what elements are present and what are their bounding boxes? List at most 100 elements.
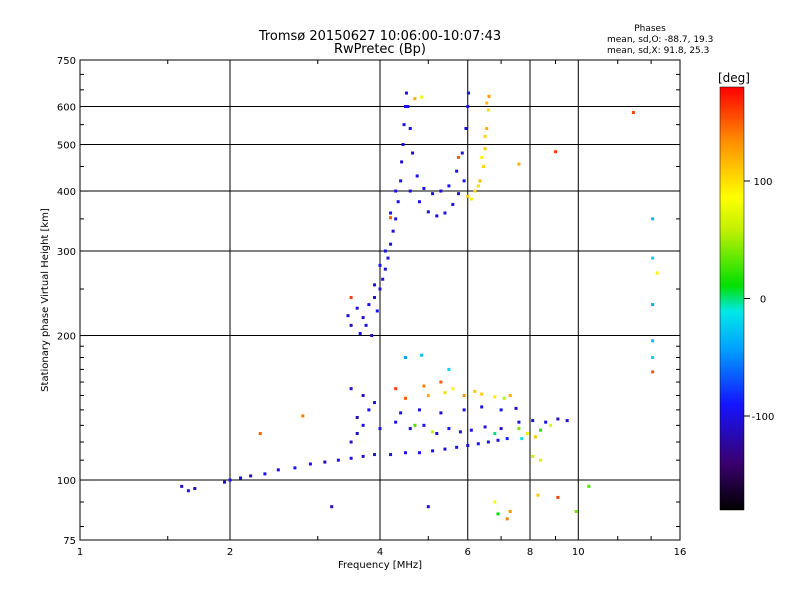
data-point [514, 406, 518, 410]
x-tick-label: 10 [572, 547, 585, 558]
data-point [473, 189, 477, 193]
data-point [361, 423, 365, 427]
data-point [408, 189, 412, 193]
data-point [533, 435, 537, 439]
data-point [420, 95, 424, 99]
data-point [502, 396, 506, 400]
data-point [426, 505, 430, 509]
data-point [358, 331, 362, 335]
data-point [447, 184, 451, 188]
data-point [239, 476, 243, 480]
data-point [370, 334, 374, 338]
data-point [223, 480, 227, 484]
colorbar-unit-label: [deg] [718, 71, 750, 85]
data-point [228, 478, 232, 482]
data-point [462, 408, 466, 412]
data-point [483, 147, 487, 151]
data-point [349, 387, 353, 391]
data-points [180, 91, 659, 521]
data-point [431, 430, 435, 434]
data-point [651, 256, 655, 260]
data-point [394, 189, 398, 193]
data-point [493, 395, 497, 399]
x-axis-label: Frequency [MHz] [338, 560, 422, 571]
data-point [520, 437, 524, 441]
data-point [422, 423, 426, 427]
data-point [349, 296, 353, 300]
data-point [483, 425, 487, 429]
data-point [483, 134, 487, 138]
data-point [411, 151, 415, 155]
data-point [485, 126, 489, 130]
data-point [517, 162, 521, 166]
data-point [383, 249, 387, 253]
data-point [355, 306, 359, 310]
colorbar-tick-label: 100 [753, 177, 772, 188]
data-point [544, 420, 548, 424]
data-point [462, 179, 466, 183]
chart-title: Tromsø 20150627 10:06:00-10:07:43 [258, 29, 501, 44]
chart-subtitle: RwPretec (Bp) [334, 42, 426, 57]
data-point [469, 197, 473, 201]
plot-frame [79, 59, 681, 541]
data-point [361, 394, 365, 398]
data-point [447, 427, 451, 431]
data-point [301, 414, 305, 418]
data-point [493, 432, 497, 436]
y-tick-label: 400 [57, 187, 76, 198]
data-point [367, 303, 371, 307]
data-point [443, 447, 447, 451]
data-point [404, 91, 408, 95]
data-point [462, 394, 466, 398]
data-point [487, 94, 491, 98]
data-point [539, 428, 543, 432]
data-point [473, 389, 477, 393]
data-point [505, 437, 509, 441]
data-point [431, 192, 435, 196]
data-point [391, 229, 395, 233]
data-point [378, 263, 382, 267]
data-point [394, 420, 398, 424]
data-point [505, 517, 509, 521]
data-point [480, 155, 484, 159]
data-point [443, 391, 447, 395]
data-point [399, 411, 403, 415]
x-tick-label: 6 [465, 547, 471, 558]
data-point [422, 186, 426, 190]
data-point [403, 451, 407, 455]
data-point [443, 211, 447, 215]
annotation-line-o: mean, sd,O: -88.7, 19.3 [607, 35, 713, 45]
data-point [417, 408, 421, 412]
data-point [355, 415, 359, 419]
data-point [293, 466, 297, 470]
data-point [401, 143, 405, 147]
data-point [403, 396, 407, 400]
data-point [378, 287, 382, 291]
y-tick-label: 750 [57, 56, 76, 67]
data-point [508, 394, 512, 398]
data-point [499, 408, 503, 412]
data-point [413, 423, 417, 427]
y-axis-label: Stationary phase Virtual Height [km] [40, 208, 51, 392]
y-tick-label: 200 [57, 332, 76, 343]
data-point [373, 296, 377, 300]
data-point [486, 440, 490, 444]
data-point [180, 484, 184, 488]
data-point [496, 512, 500, 516]
data-point [439, 380, 443, 384]
data-point [420, 353, 424, 357]
data-point [386, 256, 390, 260]
colorbar [719, 86, 745, 511]
data-point [460, 151, 464, 155]
data-point [651, 370, 655, 374]
data-point [378, 427, 382, 431]
data-point [476, 184, 480, 188]
y-tick-label: 600 [57, 103, 76, 114]
data-point [389, 242, 393, 246]
data-point [276, 468, 280, 472]
data-point [480, 392, 484, 396]
data-point [431, 449, 435, 453]
data-point [349, 323, 353, 327]
data-point [399, 179, 403, 183]
data-point [655, 271, 659, 275]
